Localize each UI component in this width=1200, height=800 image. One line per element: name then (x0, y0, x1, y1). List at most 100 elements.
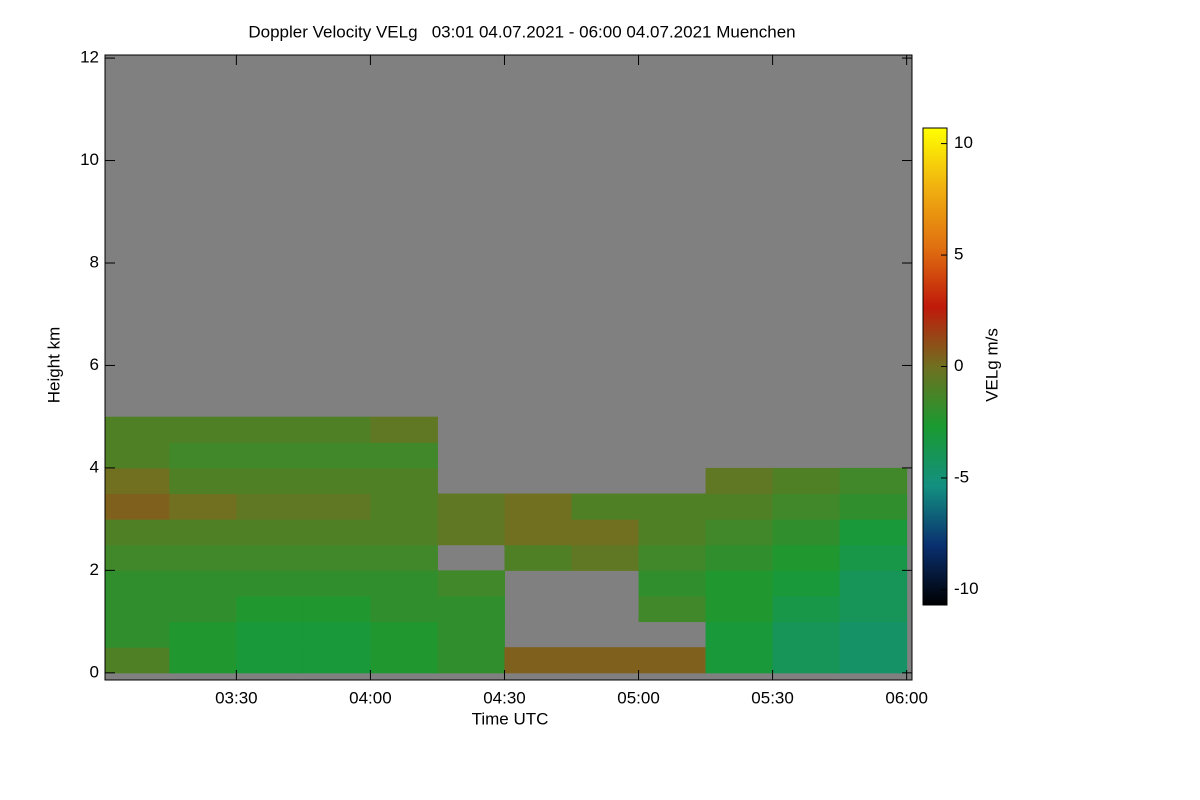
heatmap-cell (105, 493, 170, 520)
heatmap-cell (105, 519, 170, 546)
heatmap-cell (638, 493, 707, 520)
heatmap-cell (169, 442, 237, 469)
heatmap-cell (705, 595, 774, 623)
heatmap-cell (105, 442, 170, 469)
y-tick-label: 12 (80, 48, 99, 67)
heatmap-cell (370, 493, 438, 520)
heatmap-cell (638, 544, 707, 571)
heatmap-cell (303, 493, 371, 520)
heatmap-cell (236, 519, 304, 546)
heatmap-cell (839, 647, 908, 674)
colorbar-tick-label: -10 (954, 579, 979, 598)
heatmap-cell (437, 519, 505, 546)
colorbar-tick-label: -5 (954, 467, 969, 486)
y-tick-label: 10 (80, 150, 99, 169)
y-axis-label: Height km (44, 327, 63, 404)
heatmap-cell (169, 519, 237, 546)
heatmap-cell (638, 519, 707, 546)
heatmap-cell (571, 647, 640, 674)
heatmap-cell (638, 595, 707, 623)
heatmap-cell (571, 493, 640, 520)
heatmap-cell (839, 570, 908, 597)
heatmap-cell (839, 467, 908, 495)
heatmap-cell (504, 493, 573, 520)
heatmap-cell (236, 493, 304, 520)
heatmap-cell (370, 647, 438, 674)
y-tick-label: 4 (90, 457, 99, 476)
heatmap-cell (370, 442, 438, 469)
heatmap-cell (437, 493, 505, 520)
heatmap-cell (705, 544, 774, 571)
heatmap-cell (839, 595, 908, 623)
heatmap-cell (370, 570, 438, 597)
heatmap-cell (105, 467, 170, 495)
heatmap-cell (839, 519, 908, 546)
heatmap-cell (303, 647, 371, 674)
y-tick-label: 2 (90, 560, 99, 579)
heatmap-cell (370, 467, 438, 495)
heatmap-cell (303, 416, 371, 443)
heatmap-cell (105, 570, 170, 597)
heatmap-cell (772, 519, 841, 546)
x-tick-label: 04:00 (349, 688, 392, 707)
heatmap-cell (705, 647, 774, 674)
heatmap-cell (839, 621, 908, 648)
heatmap-cell (236, 595, 304, 623)
heatmap-cell (169, 467, 237, 495)
x-tick-label: 03:30 (215, 688, 258, 707)
heatmap-cell (169, 621, 237, 648)
colorbar-tick-label: 0 (954, 356, 963, 375)
x-tick-label: 05:30 (751, 688, 794, 707)
y-tick-label: 0 (90, 662, 99, 681)
colorbar-tick-label: 10 (954, 133, 973, 152)
heatmap-cell (705, 493, 774, 520)
heatmap-cell (169, 647, 237, 674)
chart-title: Doppler Velocity VELg 03:01 04.07.2021 -… (248, 22, 795, 41)
heatmap-cell (169, 595, 237, 623)
heatmap-cell (303, 570, 371, 597)
heatmap-cell (504, 544, 573, 571)
heatmap-cell (571, 544, 640, 571)
heatmap-cell (236, 467, 304, 495)
heatmap-cell (105, 595, 170, 623)
heatmap-cell (504, 519, 573, 546)
heatmap-cell (169, 544, 237, 571)
heatmap-cell (504, 647, 573, 674)
x-axis-label: Time UTC (472, 709, 549, 728)
heatmap-cell (169, 493, 237, 520)
heatmap-cell (303, 467, 371, 495)
heatmap-cell (303, 544, 371, 571)
heatmap-cell (437, 570, 505, 597)
y-tick-label: 6 (90, 355, 99, 374)
heatmap-cell (437, 595, 505, 623)
heatmap-cell (236, 621, 304, 648)
heatmap-cell (303, 621, 371, 648)
heatmap-cell (772, 544, 841, 571)
colorbar-label: VELg m/s (982, 328, 1001, 402)
heatmap-cell (370, 416, 438, 443)
plot-frame (104, 54, 913, 681)
heatmap-cell (236, 416, 304, 443)
heatmap-cell (705, 621, 774, 648)
heatmap-cell (772, 493, 841, 520)
heatmap-cell (772, 467, 841, 495)
x-tick-label: 06:00 (885, 688, 928, 707)
heatmap-cell (638, 647, 707, 674)
heatmap-cell (105, 647, 170, 674)
axes: 0 2 4 6 8 10 12 03:30 04:00 04:30 05:00 05:30 06:00 (80, 48, 928, 708)
heatmap-cell (571, 519, 640, 546)
heatmap-cell (236, 544, 304, 571)
heatmap-cell (705, 519, 774, 546)
heatmap-cell (105, 621, 170, 648)
heatmap-cell (839, 493, 908, 520)
heatmap-cell (437, 647, 505, 674)
heatmap-cell (638, 570, 707, 597)
heatmap-cell (370, 621, 438, 648)
heatmap-cell (370, 544, 438, 571)
heatmap-cell (370, 595, 438, 623)
heatmap-cell (169, 570, 237, 597)
heatmap-cell (705, 467, 774, 495)
heatmap-cell (236, 647, 304, 674)
heatmap-cell (169, 416, 237, 443)
